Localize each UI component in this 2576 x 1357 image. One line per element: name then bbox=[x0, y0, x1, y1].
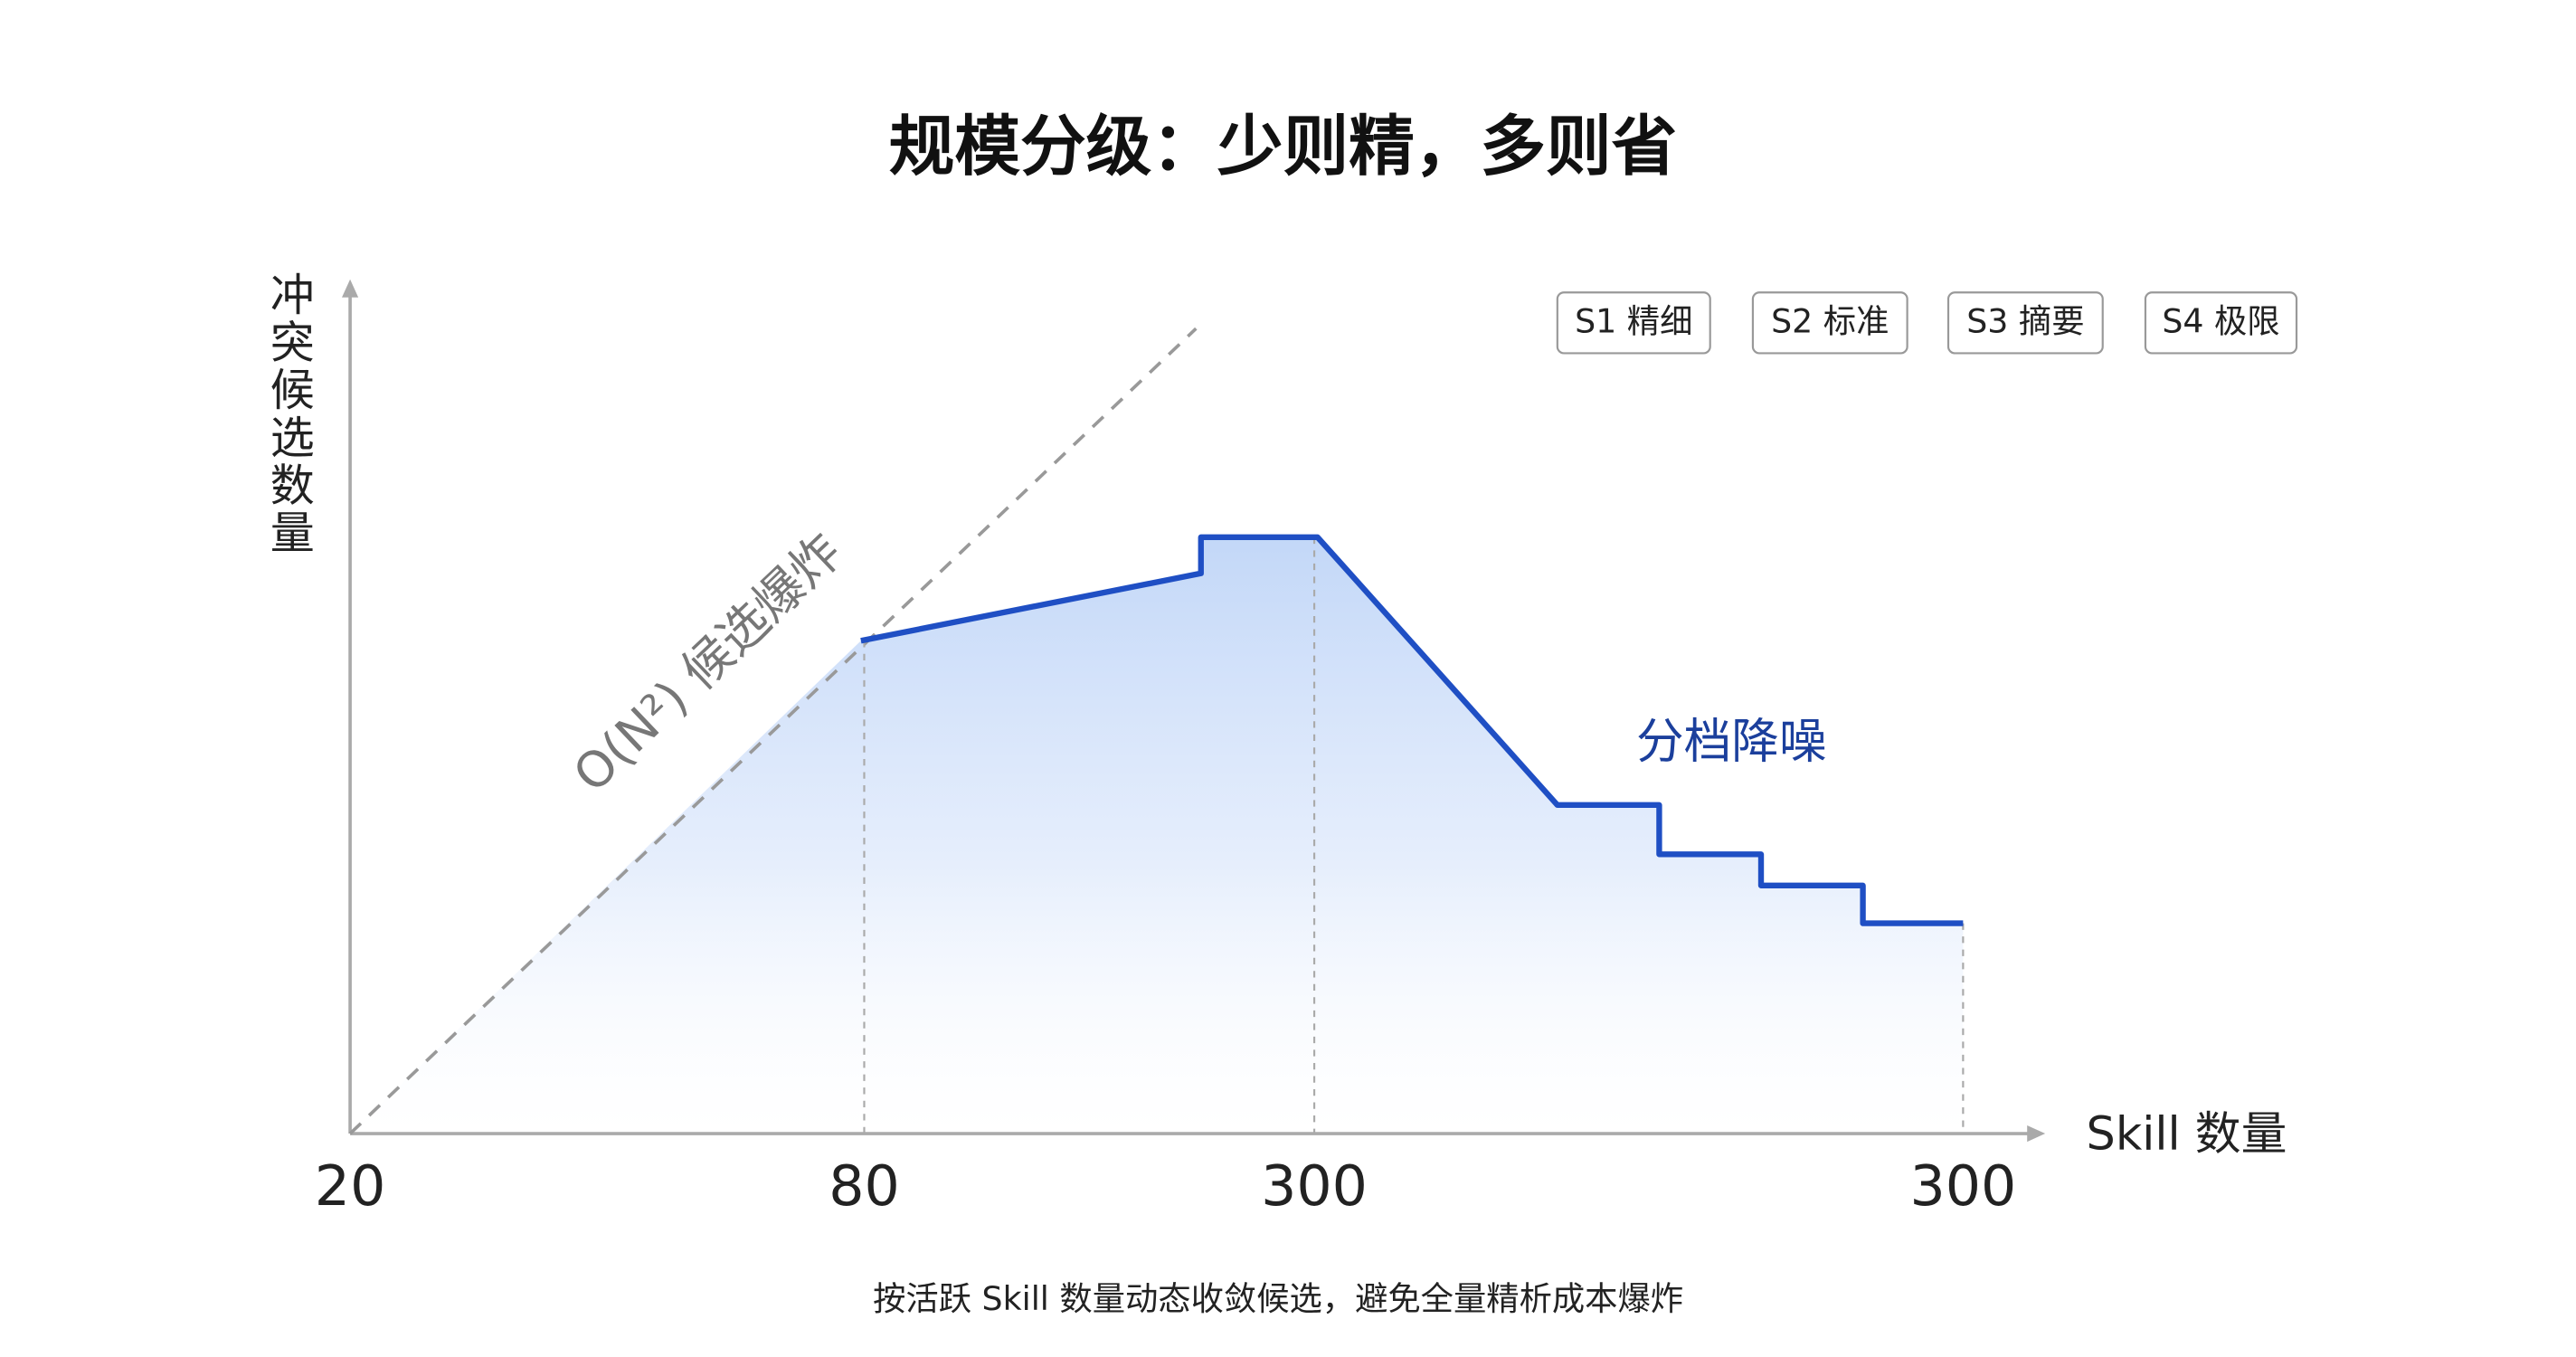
legend-box bbox=[1946, 291, 2104, 355]
x-label: 20 bbox=[315, 1153, 386, 1219]
legend-box bbox=[1556, 291, 1711, 355]
title: 规模分级：少则精，多则省 bbox=[889, 109, 1677, 185]
legend-box bbox=[1751, 291, 1908, 355]
legend-box bbox=[2144, 291, 2298, 355]
caption: 按活跃 Skill 数量动态收敛候选，避免全量精析成本爆炸 bbox=[873, 1279, 1683, 1318]
y-axis-arrow bbox=[341, 279, 359, 298]
legend-item: S4 极限 bbox=[2162, 302, 2279, 341]
x-axis-label: Skill 数量 bbox=[2087, 1107, 2287, 1161]
y-axis-label: 冲突候选数量 bbox=[263, 271, 316, 557]
diagonal-line bbox=[348, 327, 1198, 1135]
tier-curve bbox=[860, 534, 1964, 926]
x-label: 80 bbox=[829, 1153, 900, 1219]
curve-label: 分档降噪 bbox=[1636, 714, 1827, 769]
legend-item: S1 精细 bbox=[1575, 302, 1692, 341]
legend-item: S2 标准 bbox=[1771, 302, 1889, 341]
legend-item: S3 摘要 bbox=[1966, 302, 2084, 341]
legend: S1 精细 S2 标准 S3 摘要 S4 极限 bbox=[1556, 291, 2298, 355]
x-axis-arrow bbox=[2027, 1125, 2046, 1143]
x-label: 300 bbox=[1909, 1153, 2016, 1219]
area-fill bbox=[350, 536, 1964, 1134]
x-label: 300 bbox=[1261, 1153, 1368, 1219]
